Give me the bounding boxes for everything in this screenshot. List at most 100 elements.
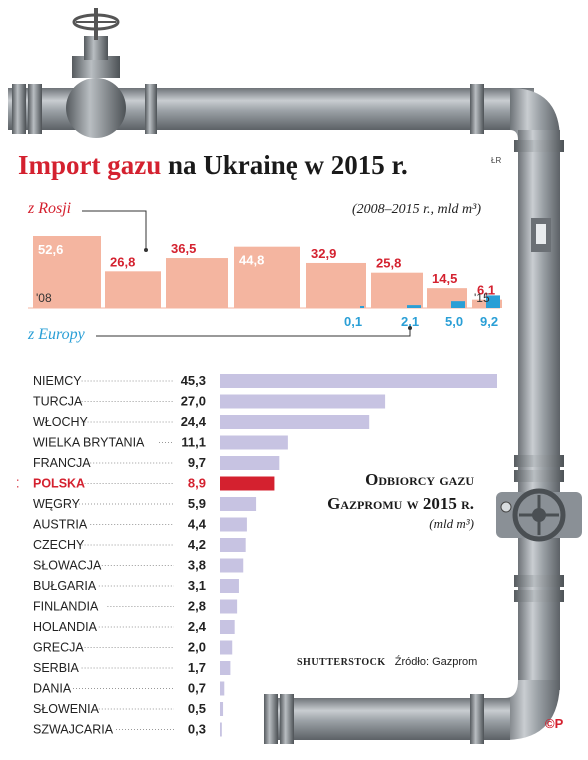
- customers-title-line2: Gazpromu w 2015 r.: [327, 494, 474, 513]
- russia-bar-2008: [33, 236, 101, 308]
- country-bar-8: [220, 538, 246, 552]
- russia-bar-2012: [306, 262, 366, 308]
- russia-label-2008: 52,6: [38, 242, 63, 257]
- country-label-8: CZECHY: [33, 538, 85, 552]
- country-label-0: NIEMCY: [33, 374, 82, 388]
- value-label-10: 3,1: [188, 578, 206, 593]
- country-label-2: WŁOCHY: [33, 415, 89, 429]
- russia-leader-dot: [144, 248, 148, 252]
- tick-first: '08: [36, 291, 52, 305]
- country-bar-1: [220, 394, 386, 409]
- country-bar-4: [220, 456, 280, 470]
- value-label-5: 8,9: [188, 476, 206, 491]
- country-label-14: SERBIA: [33, 661, 80, 675]
- europe-leader-dot: [408, 326, 412, 330]
- country-bar-11: [220, 599, 238, 614]
- customers-unit: (mld m³): [429, 516, 474, 531]
- value-label-9: 3,8: [188, 558, 206, 573]
- source-text: Źródło: Gazprom: [394, 656, 478, 668]
- russia-label-2013: 25,8: [376, 256, 401, 271]
- page-title: Import gazu na Ukrainę w 2015 r.: [18, 150, 408, 181]
- customers-title-line1: Odbiorcy gazu: [365, 470, 474, 489]
- legend-russia: z Rosji: [28, 200, 72, 217]
- value-label-1: 27,0: [181, 394, 206, 409]
- country-label-10: BUŁGARIA: [33, 579, 97, 593]
- russia-label-2010: 36,5: [171, 241, 196, 256]
- country-bar-6: [220, 497, 257, 511]
- country-label-11: FINLANDIA: [33, 600, 99, 614]
- country-label-3: WIELKA BRYTANIA: [33, 436, 145, 450]
- country-bar-17: [220, 722, 222, 737]
- legend-europe: z Europy: [28, 326, 85, 343]
- country-bar-9: [220, 558, 244, 573]
- country-label-17: SZWAJCARIA: [33, 723, 114, 737]
- title-rest: na Ukrainę w 2015 r.: [168, 150, 408, 180]
- value-label-11: 2,8: [188, 599, 206, 614]
- valve-icon: [66, 8, 126, 138]
- europe-label-2013: 2,1: [401, 314, 419, 329]
- value-label-2: 24,4: [181, 414, 207, 429]
- russia-label-2015: 6,1: [477, 283, 495, 298]
- russia-bar-2010: [166, 258, 228, 308]
- value-label-17: 0,3: [188, 722, 206, 737]
- title-highlight: Import gazu: [18, 150, 162, 180]
- country-bar-16: [220, 702, 224, 716]
- country-bar-10: [220, 579, 239, 593]
- photo-credit: SHUTTERSTOCK: [297, 657, 386, 668]
- russia-leader: [82, 210, 147, 248]
- europe-bar-2012: [360, 306, 364, 308]
- bottom-pipe: [268, 698, 510, 740]
- country-bar-0: [220, 374, 497, 388]
- europe-label-2015: 9,2: [480, 314, 498, 329]
- value-label-8: 4,2: [188, 537, 206, 552]
- country-bar-7: [220, 517, 247, 532]
- value-label-6: 5,9: [188, 496, 206, 511]
- russia-label-2014: 14,5: [432, 271, 457, 286]
- europe-label-2014: 5,0: [445, 314, 463, 329]
- russia-bar-2011: [234, 246, 300, 308]
- value-label-0: 45,3: [181, 373, 206, 388]
- country-bar-12: [220, 620, 235, 634]
- country-label-6: WĘGRY: [33, 497, 81, 511]
- country-label-15: DANIA: [33, 682, 72, 696]
- country-label-4: FRANCJA: [33, 456, 91, 470]
- europe-label-2012: 0,1: [344, 314, 362, 329]
- tick-last: '15: [474, 291, 490, 305]
- country-bar-15: [220, 681, 225, 696]
- value-label-15: 0,7: [188, 681, 206, 696]
- country-label-7: AUSTRIA: [33, 518, 88, 532]
- country-bar-3: [220, 435, 288, 450]
- russia-label-2012: 32,9: [311, 246, 336, 261]
- russia-label-2011: 44,8: [239, 253, 264, 268]
- europe-bar-2013: [407, 305, 421, 308]
- country-bar-14: [220, 661, 231, 675]
- country-bar-13: [220, 640, 233, 655]
- russia-bar-2013: [371, 272, 423, 308]
- value-label-14: 1,7: [188, 660, 206, 675]
- chart-subtitle: (2008–2015 r., mld m³): [352, 202, 482, 217]
- country-bar-5: [220, 476, 275, 491]
- value-label-7: 4,4: [188, 517, 207, 532]
- author-initials: ŁR: [491, 156, 502, 165]
- value-label-13: 2,0: [188, 640, 206, 655]
- country-label-9: SŁOWACJA: [33, 559, 102, 573]
- country-label-5: POLSKA: [33, 477, 85, 491]
- europe-bar-2015: [486, 295, 500, 308]
- highlight-marker: ⁚: [16, 479, 20, 491]
- country-label-16: SŁOWENIA: [33, 702, 100, 716]
- value-label-4: 9,7: [188, 455, 206, 470]
- value-label-16: 0,5: [188, 701, 206, 716]
- russia-label-2009: 26,8: [110, 254, 135, 269]
- value-label-3: 11,1: [181, 435, 206, 450]
- europe-leader: [96, 330, 411, 337]
- russia-bar-2009: [105, 271, 161, 308]
- value-label-12: 2,4: [188, 619, 207, 634]
- country-label-13: GRECJA: [33, 641, 84, 655]
- country-label-12: HOLANDIA: [33, 620, 98, 634]
- source-line: SHUTTERSTOCK Źródło: Gazprom: [297, 656, 477, 668]
- copyright-badge: ©P: [545, 716, 564, 731]
